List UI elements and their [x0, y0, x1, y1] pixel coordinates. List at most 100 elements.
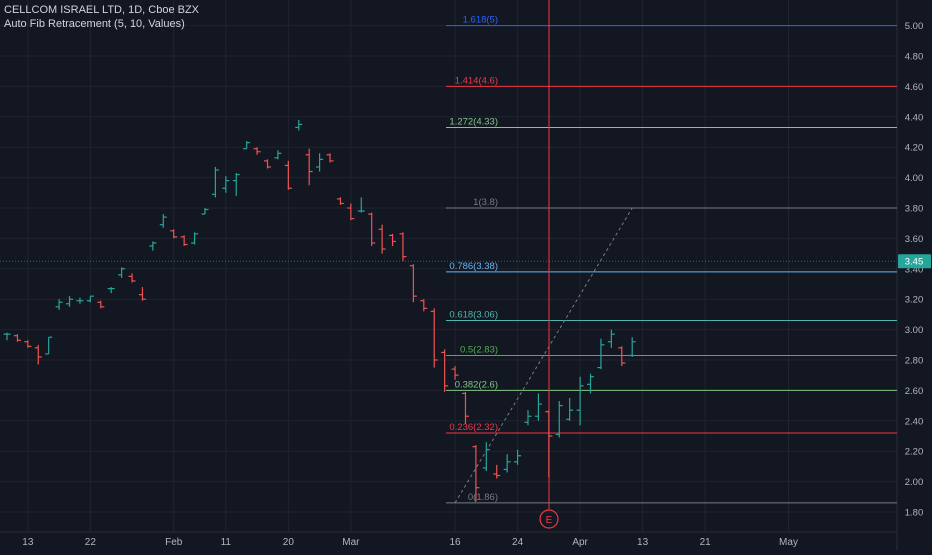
time-axis-tick: 16	[449, 537, 461, 548]
ohlc-bar[interactable]	[472, 445, 480, 502]
time-axis-tick: 13	[637, 537, 649, 548]
ohlc-bar[interactable]	[524, 410, 532, 426]
symbol-title[interactable]: CELLCOM ISRAEL LTD, 1D, Cboe BZX	[4, 4, 200, 16]
time-axis-tick: Apr	[572, 537, 588, 548]
ohlc-bar[interactable]	[170, 229, 178, 239]
fib-level-label: 1.618(5)	[463, 15, 498, 26]
time-axis-tick: May	[779, 537, 798, 548]
time-axis-tick: 11	[221, 537, 232, 548]
time-axis-tick: 24	[512, 537, 524, 548]
price-axis-tick: 5.00	[905, 21, 924, 32]
price-axis-tick: 3.00	[905, 325, 924, 336]
ohlc-bar[interactable]	[97, 300, 105, 309]
fib-level-label: 1.272(4.33)	[449, 116, 498, 127]
ohlc-bar[interactable]	[618, 346, 626, 367]
ohlc-bar[interactable]	[545, 410, 553, 478]
ohlc-bar[interactable]	[107, 287, 115, 294]
ohlc-bar[interactable]	[441, 349, 449, 392]
price-axis-tick: 3.40	[905, 264, 924, 275]
price-axis-tick: 3.80	[905, 204, 924, 215]
ohlc-bar[interactable]	[326, 153, 334, 163]
fib-level-label: 0.786(3.38)	[449, 261, 498, 272]
ohlc-bar[interactable]	[607, 329, 615, 348]
fib-level-label: 1.414(4.6)	[455, 75, 498, 86]
ohlc-bar[interactable]	[201, 208, 209, 215]
price-axis-tick: 2.60	[905, 386, 924, 397]
fib-level-label: 0.382(2.6)	[455, 379, 498, 390]
time-axis-tick: Feb	[165, 537, 183, 548]
ohlc-bar[interactable]	[566, 398, 574, 421]
time-axis-tick: 20	[283, 537, 295, 548]
ohlc-bar[interactable]	[232, 173, 240, 196]
ohlc-bar[interactable]	[347, 203, 355, 221]
ohlc-bar[interactable]	[451, 366, 459, 380]
ohlc-bar[interactable]	[628, 337, 636, 357]
price-axis-tick: 3.20	[905, 295, 924, 306]
fib-level-label: 0.236(2.32)	[449, 422, 498, 433]
time-axis-tick: 22	[85, 537, 97, 548]
ohlc-bar[interactable]	[180, 235, 188, 246]
ohlc-bar[interactable]	[138, 287, 146, 301]
ohlc-bar[interactable]	[587, 373, 595, 394]
price-axis-tick: 2.80	[905, 356, 924, 367]
event-marker[interactable]	[539, 509, 559, 529]
ohlc-bar[interactable]	[555, 401, 563, 438]
ohlc-bar[interactable]	[284, 160, 292, 190]
ohlc-bar[interactable]	[264, 159, 271, 169]
price-axis-tick: 4.40	[905, 112, 924, 123]
ohlc-bar[interactable]	[222, 176, 230, 193]
ohlc-bar[interactable]	[159, 214, 167, 228]
fib-level-label: 0.5(2.83)	[460, 344, 498, 355]
ohlc-bar[interactable]	[461, 391, 469, 424]
ohlc-bar[interactable]	[274, 150, 282, 160]
ohlc-bar[interactable]	[76, 297, 84, 304]
ohlc-bar[interactable]	[430, 308, 438, 368]
fib-level-label: 0(1.86)	[468, 492, 498, 503]
ohlc-bar[interactable]	[336, 197, 344, 205]
ohlc-bar[interactable]	[86, 295, 94, 303]
ohlc-bar[interactable]	[3, 332, 11, 341]
ohlc-bar[interactable]	[514, 449, 522, 465]
price-axis-tick: 1.80	[905, 508, 924, 519]
ohlc-bar[interactable]	[149, 241, 157, 251]
ohlc-bar[interactable]	[45, 336, 53, 355]
event-marker-label: E	[546, 515, 553, 526]
ohlc-bar[interactable]	[399, 232, 407, 262]
price-axis-tick: 2.40	[905, 416, 924, 427]
ohlc-bar[interactable]	[13, 334, 21, 342]
ohlc-bar[interactable]	[420, 299, 428, 312]
ohlc-bar[interactable]	[409, 264, 417, 303]
ohlc-bar[interactable]	[493, 464, 501, 479]
ohlc-bar[interactable]	[128, 273, 136, 283]
ohlc-bar[interactable]	[357, 197, 365, 213]
price-axis-tick: 4.00	[905, 173, 924, 184]
ohlc-bar[interactable]	[295, 119, 303, 131]
ohlc-bar[interactable]	[482, 442, 490, 471]
price-axis-tick: 2.00	[905, 477, 924, 488]
ohlc-bar[interactable]	[576, 376, 584, 426]
ohlc-bar[interactable]	[118, 267, 126, 278]
ohlc-bar[interactable]	[191, 232, 199, 245]
ohlc-bar[interactable]	[534, 393, 542, 421]
ohlc-bar[interactable]	[316, 153, 324, 172]
fib-level-label: 1(3.8)	[473, 197, 498, 208]
indicator-title[interactable]: Auto Fib Retracement (5, 10, Values)	[4, 18, 185, 30]
ohlc-bar[interactable]	[305, 148, 313, 186]
ohlc-bar[interactable]	[389, 233, 397, 246]
ohlc-bar[interactable]	[55, 299, 63, 310]
ohlc-bar[interactable]	[24, 340, 32, 348]
ohlc-bar[interactable]	[597, 338, 605, 370]
ohlc-bar[interactable]	[378, 224, 386, 254]
ohlc-bar[interactable]	[66, 296, 74, 307]
ohlc-bar[interactable]	[34, 344, 42, 365]
ohlc-bar[interactable]	[253, 147, 261, 155]
ohlc-bar[interactable]	[368, 212, 376, 246]
fib-level-label: 0.618(3.06)	[449, 309, 498, 320]
ohlc-bar[interactable]	[503, 454, 511, 473]
ohlc-bar[interactable]	[243, 141, 251, 150]
price-axis-tick: 4.80	[905, 52, 924, 63]
ohlc-bar[interactable]	[211, 166, 219, 198]
